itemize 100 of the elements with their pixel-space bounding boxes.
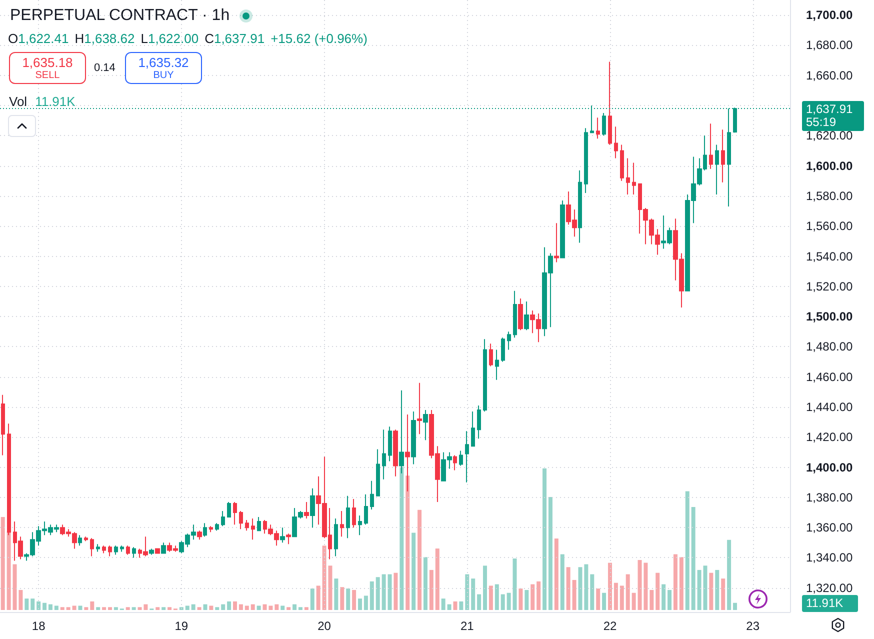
bar [286, 607, 291, 610]
candlestick [346, 495, 350, 539]
bar [518, 588, 523, 610]
bar [340, 587, 344, 610]
bar [620, 586, 624, 610]
candlestick [245, 520, 249, 532]
annotation: 1,638.62 [84, 31, 135, 46]
y-tick-label: 1,540.00 [806, 249, 854, 264]
candlestick [149, 548, 154, 556]
y-tick-label: 1,620.00 [806, 128, 854, 143]
bar [233, 601, 237, 610]
annotation: 1,622.41 [18, 31, 69, 46]
candlestick [388, 426, 392, 462]
bar [256, 606, 261, 610]
y-tick-label: 1,320.00 [806, 580, 854, 595]
candlestick [84, 536, 88, 542]
candlestick [495, 349, 499, 380]
x-tick-label: 19 [174, 619, 188, 633]
bar [84, 607, 88, 610]
candlestick [310, 488, 315, 528]
candlestick [518, 298, 523, 331]
candlestick [120, 545, 124, 552]
candlestick [376, 448, 380, 496]
candlestick [614, 126, 618, 159]
candlestick [459, 450, 463, 466]
bar [483, 566, 487, 610]
candlestick [364, 494, 368, 526]
buy-button: 1,635.32 BUY [125, 52, 202, 84]
bar [512, 558, 517, 610]
bar [90, 601, 94, 610]
candlestick [507, 331, 511, 350]
bar [709, 572, 714, 610]
bar [197, 607, 202, 610]
bar [48, 604, 52, 610]
annotation: H [74, 31, 84, 46]
bar [36, 601, 41, 610]
bar [429, 570, 434, 610]
bar [108, 607, 112, 610]
bar [352, 590, 356, 610]
bar [668, 590, 672, 610]
bar [203, 604, 208, 610]
bar [656, 572, 660, 610]
bar [673, 554, 678, 610]
bar [632, 592, 636, 610]
candlestick [257, 516, 261, 532]
bar [310, 588, 314, 610]
bar [596, 588, 600, 610]
bar [346, 588, 350, 610]
bar [721, 578, 726, 610]
bar [459, 601, 464, 610]
bar [715, 570, 720, 610]
bar [554, 538, 558, 610]
candlestick [90, 538, 94, 557]
bar [24, 598, 29, 610]
bar [536, 581, 541, 610]
bar [376, 577, 380, 610]
candlestick [286, 533, 291, 545]
y-tick-label: 1,700.00 [806, 8, 854, 22]
bar [292, 604, 297, 610]
candlestick [578, 170, 582, 244]
bar [179, 607, 184, 610]
bar [727, 540, 732, 610]
bar [572, 580, 576, 610]
price-tag: 1,637.91 55:19 [802, 100, 864, 131]
annotation: 11.91K [35, 94, 76, 109]
candlestick [280, 527, 285, 544]
candlestick [465, 430, 469, 483]
candlestick [96, 544, 100, 552]
candlestick [251, 518, 255, 540]
bar [30, 598, 35, 610]
bar [280, 606, 285, 610]
candlestick [358, 515, 362, 536]
bar [227, 601, 232, 610]
bar [316, 586, 320, 610]
candlestick [596, 117, 600, 140]
candlestick [417, 382, 422, 435]
bar [465, 574, 470, 610]
bar [209, 606, 214, 610]
candlestick [423, 410, 428, 441]
bar [244, 606, 249, 610]
candlestick [411, 411, 416, 465]
annotation: 1,635.18 [21, 55, 74, 70]
volume-tag: 11.91K [802, 594, 858, 612]
y-tick-label: 1,460.00 [806, 370, 854, 384]
candlestick [715, 144, 719, 195]
annotation: O [8, 31, 18, 46]
bar [524, 590, 529, 610]
y-tick-label: 1,420.00 [806, 430, 854, 444]
bar [0, 517, 5, 610]
candlestick [215, 522, 219, 532]
bar [238, 604, 243, 610]
bar [435, 548, 440, 610]
y-tick-label: 1,680.00 [806, 38, 854, 52]
annotation: 1,637.91 [214, 31, 265, 46]
candlestick [709, 123, 713, 170]
y-tick-label: 1,580.00 [806, 188, 854, 203]
bar [602, 592, 606, 610]
y-tick-label: 1,400.00 [806, 460, 854, 474]
candlestick [221, 510, 225, 527]
bar [162, 607, 166, 610]
